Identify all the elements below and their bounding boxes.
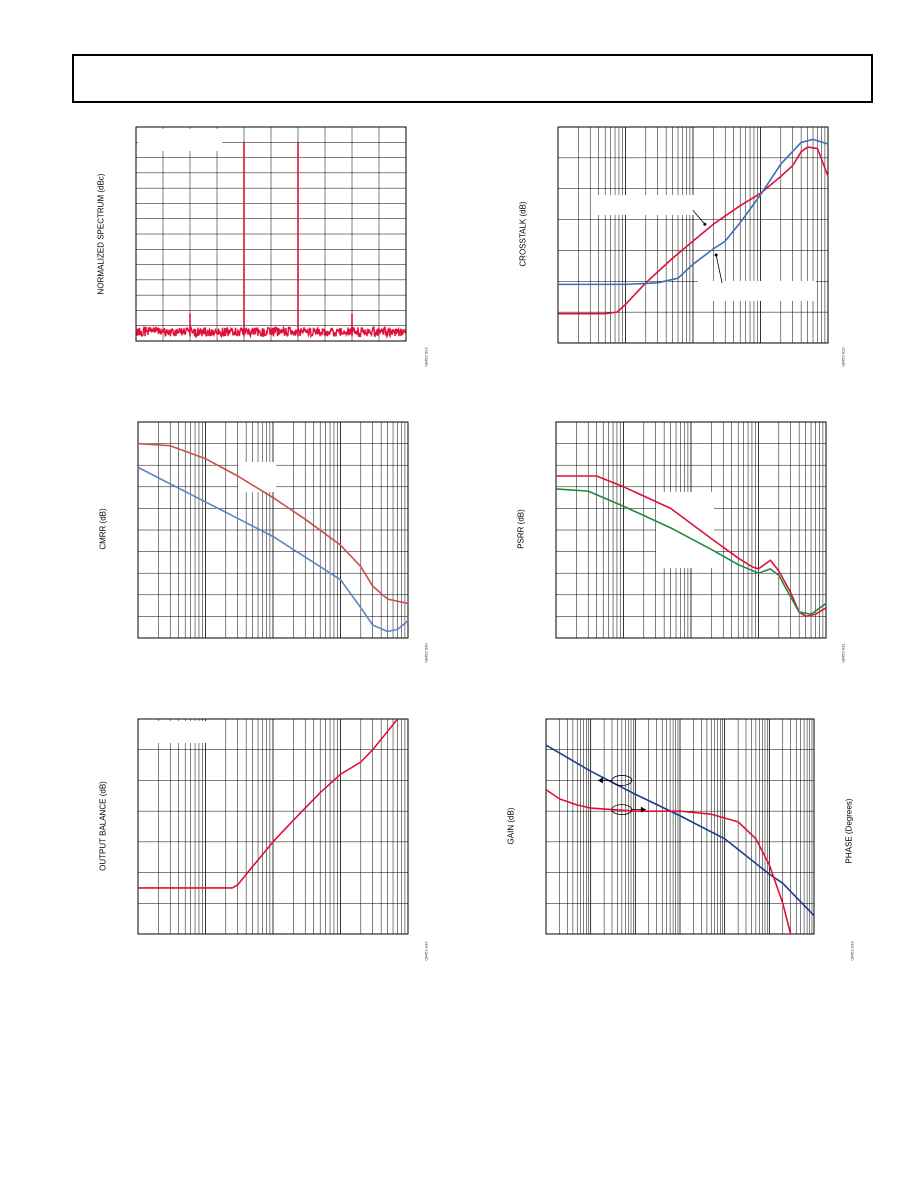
axis-pointer-head [640,806,646,813]
series-line-red [558,146,829,315]
secondary-y-axis-label: PHASE (Degrees) [844,798,854,864]
series-line-red [556,475,827,618]
plot-frame [135,126,407,342]
annotation-box [698,281,816,301]
plot-frame [137,718,409,935]
grid [138,719,408,934]
annotation-arrow [715,254,723,284]
figure-id: 08452-029 [840,347,846,367]
series-line-red [138,718,399,889]
series-line-brick [137,442,409,605]
y-axis-label: CROSSTALK (dB) [518,201,528,267]
plot-frame [545,718,815,935]
chart-gain_phase [545,718,815,935]
y-axis-label: OUTPUT BALANCE (dB) [98,781,108,871]
plot-frame [555,421,827,639]
series-line-navy [545,744,815,917]
y-axis-label: NORMALIZED SPECTRUM (dBc) [96,173,106,295]
arrow-head [703,222,707,226]
y-axis-label: PSRR (dB) [516,509,526,549]
y-axis-label: CMRR (dB) [98,508,108,550]
chart-crosstalk [557,126,829,344]
grid [138,422,408,638]
page-header-frame [72,54,873,103]
plot-frame [137,421,409,639]
legend-box [138,129,222,151]
grid [558,127,828,343]
figure-id: 08452-030 [423,643,429,663]
annotation-arrow [692,209,706,225]
series-line-red [545,788,792,935]
y-axis-label: GAIN (dB) [506,807,516,845]
grid [546,719,814,934]
figure-id: 08452-033 [849,941,855,961]
plot-frame [557,126,829,344]
series-line-steel [137,466,409,633]
series-line-blue [558,138,829,286]
noise-floor-trace [135,325,407,340]
grid [136,127,406,341]
axis-pointer-head [597,777,603,784]
legend-box [656,492,714,568]
legend-box [140,721,224,743]
chart-cmrr [137,421,409,639]
annotation-box [592,195,712,215]
arrow-head [714,253,718,257]
series-line-green [555,488,827,616]
figure-id: 08452-031 [840,643,846,663]
figure-id: 08452-023 [423,347,429,367]
chart-psrr [555,421,827,639]
chart-spectrum [135,126,407,342]
chart-output_balance [137,718,409,935]
figure-id: 08452-032 [423,941,429,961]
